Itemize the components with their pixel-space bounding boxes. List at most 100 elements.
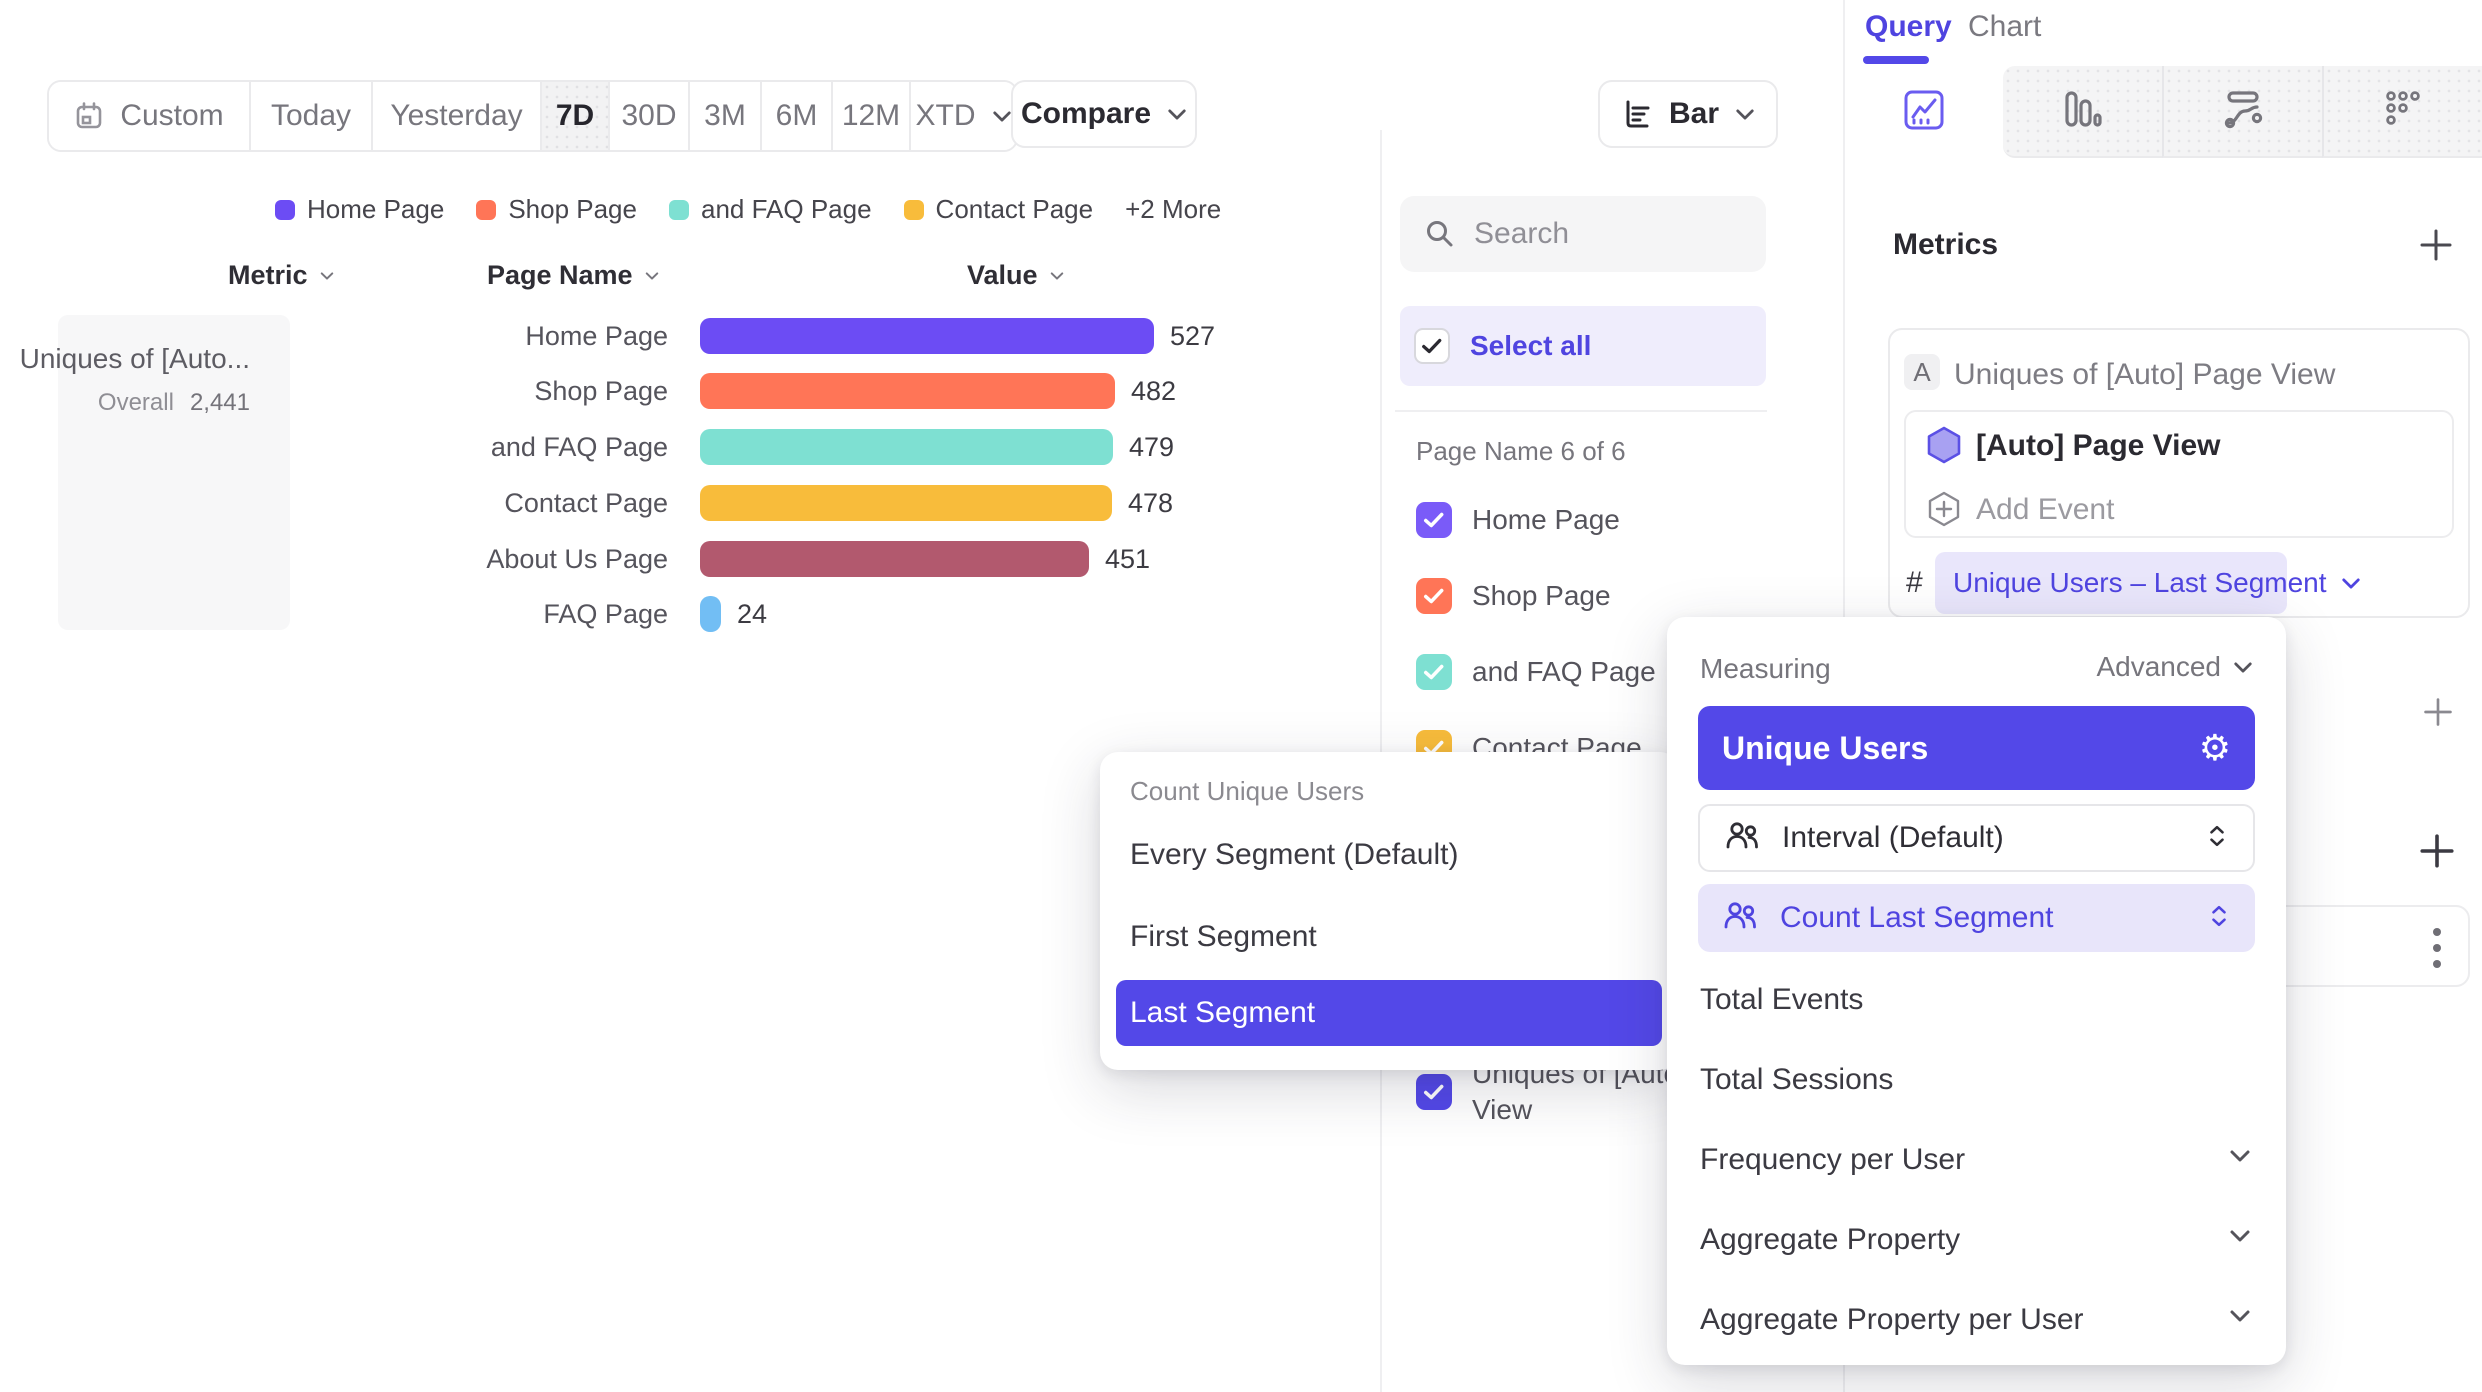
count-unique-users-menu: Count Unique Users Every Segment (Defaul… <box>1100 752 1678 1070</box>
bar-row: Home Page 527 <box>300 318 1380 354</box>
measure-prefix: # <box>1906 566 1923 599</box>
report-type-tabbar <box>1845 66 2482 158</box>
checkbox-checked[interactable] <box>1416 654 1452 690</box>
menu-title: Count Unique Users <box>1130 776 1365 806</box>
metrics-heading: Metrics <box>1893 228 1999 261</box>
date-range-label: Custom <box>120 99 224 132</box>
measure-option-total-sessions[interactable]: Total Sessions <box>1700 1063 1894 1096</box>
legend-item[interactable]: Contact Page <box>903 194 1093 225</box>
legend-swatch <box>275 199 295 220</box>
event-card: [Auto] Page View Add Event <box>1904 410 2454 538</box>
gear-icon[interactable]: ⚙ <box>2198 727 2231 768</box>
legend-swatch <box>476 199 497 220</box>
measure-selector[interactable]: Unique Users – Last Segment <box>1935 552 2360 614</box>
select-all-checkbox[interactable] <box>1414 328 1450 364</box>
date-range-xtd[interactable]: XTD <box>911 82 1016 150</box>
date-range-7d[interactable]: 7D <box>542 82 610 150</box>
menu-option-every-segment[interactable]: Every Segment (Default) <box>1130 838 1459 871</box>
metric-definition-label: Uniques of [Auto] Page View <box>1954 358 2336 391</box>
checkbox-checked[interactable] <box>1416 502 1452 538</box>
measuring-title: Measuring <box>1700 653 1831 684</box>
date-range-30d[interactable]: 30D <box>610 82 690 150</box>
legend-swatch <box>903 199 924 220</box>
measuring-menu: Measuring Advanced Unique Users ⚙ Interv… <box>1667 617 2286 1365</box>
menu-option-first-segment[interactable]: First Segment <box>1130 920 1317 953</box>
select-all-row[interactable]: Select all <box>1400 306 1766 386</box>
bar-faq-page[interactable] <box>700 596 721 632</box>
tab-flows[interactable] <box>2161 66 2322 158</box>
measure-option-aggregate-property-per-user[interactable]: Aggregate Property per User <box>1700 1303 2084 1336</box>
flows-icon <box>2221 87 2265 136</box>
measure-option-total-events[interactable]: Total Events <box>1700 983 1864 1016</box>
search-input[interactable]: Search <box>1400 196 1766 272</box>
column-header-metric[interactable]: Metric <box>228 260 336 291</box>
filter-item-home-page[interactable]: Home Page <box>1416 502 1620 538</box>
add-breakdown-button[interactable] <box>2418 832 2456 875</box>
add-event-button[interactable]: Add Event <box>1976 493 2115 526</box>
date-range-custom[interactable]: Custom <box>49 82 251 150</box>
checkbox-checked[interactable] <box>1416 1074 1452 1110</box>
date-range-6m[interactable]: 6M <box>762 82 833 150</box>
add-filter-button[interactable] <box>2422 696 2454 733</box>
event-hexagon-icon <box>1926 426 1962 469</box>
stepper-icon <box>2207 903 2231 934</box>
legend-item[interactable]: Home Page <box>275 194 444 225</box>
breakdown-row-card[interactable] <box>2260 905 2470 987</box>
interval-default-row[interactable]: Interval (Default) <box>1698 804 2255 872</box>
bar-contact-page[interactable] <box>700 485 1112 521</box>
metric-overall-value: 2,441 <box>189 389 250 416</box>
active-tab-underline <box>1863 56 1929 64</box>
kebab-menu-icon[interactable] <box>2432 925 2442 976</box>
tab-chart[interactable]: Chart <box>1968 10 2042 43</box>
chevron-down-icon <box>2341 577 2361 590</box>
chevron-down-icon <box>1167 108 1187 121</box>
column-header-page-name[interactable]: Page Name <box>487 260 661 291</box>
metric-card[interactable]: Uniques of [Auto... Overall 2,441 <box>20 315 290 630</box>
advanced-toggle[interactable]: Advanced <box>2096 651 2253 683</box>
chevron-down-icon <box>2229 1149 2251 1163</box>
legend-item[interactable]: and FAQ Page <box>668 194 872 225</box>
measure-option-frequency-per-user[interactable]: Frequency per User <box>1700 1143 1966 1176</box>
count-last-segment-row[interactable]: Count Last Segment <box>1698 884 2255 952</box>
date-range-3m[interactable]: 3M <box>690 82 762 150</box>
chevron-down-icon <box>2233 661 2253 674</box>
bar-and-faq-page[interactable] <box>700 429 1113 465</box>
checkbox-checked[interactable] <box>1416 578 1452 614</box>
bar-row: FAQ Page 24 <box>300 596 1380 632</box>
measure-option-aggregate-property[interactable]: Aggregate Property <box>1700 1223 1961 1256</box>
column-header-value[interactable]: Value <box>967 260 1066 291</box>
chart-legend: Home Page Shop Page and FAQ Page Contact… <box>275 194 1221 225</box>
bar-home-page[interactable] <box>700 318 1154 354</box>
date-range-yesterday[interactable]: Yesterday <box>373 82 542 150</box>
metric-definition-card[interactable]: A Uniques of [Auto] Page View [Auto] Pag… <box>1888 328 2470 618</box>
event-name[interactable]: [Auto] Page View <box>1976 429 2221 462</box>
bar-row: Contact Page 478 <box>300 485 1380 521</box>
filter-item-shop-page[interactable]: Shop Page <box>1416 578 1611 614</box>
bar-about-us-page[interactable] <box>700 541 1089 577</box>
bar-shop-page[interactable] <box>700 373 1115 409</box>
stepper-icon <box>2205 823 2229 854</box>
tab-query[interactable]: Query <box>1865 10 1952 43</box>
insights-chart-icon <box>1901 87 1947 138</box>
search-icon <box>1424 218 1456 250</box>
compare-button[interactable]: Compare <box>1011 80 1197 148</box>
date-range-today[interactable]: Today <box>251 82 373 150</box>
calendar-icon <box>74 101 104 131</box>
tab-insights[interactable] <box>1845 66 2003 158</box>
date-range-12m[interactable]: 12M <box>833 82 911 150</box>
legend-item[interactable]: Shop Page <box>476 194 637 225</box>
legend-more-link[interactable]: +2 More <box>1125 194 1222 224</box>
tab-retention[interactable] <box>2321 66 2482 158</box>
chart-type-button[interactable]: Bar <box>1598 80 1778 148</box>
add-event-hexagon-icon <box>1926 490 1962 533</box>
chevron-down-icon <box>992 110 1012 123</box>
date-range-control: Custom Today Yesterday 7D 30D 3M 6M 12M … <box>47 80 1018 152</box>
horizontal-bar-chart-icon <box>1621 98 1653 130</box>
funnel-bars-icon <box>2060 87 2104 136</box>
add-metric-button[interactable] <box>2418 227 2454 268</box>
menu-option-last-segment-selected[interactable]: Last Segment <box>1116 980 1662 1046</box>
metric-overall: Overall 2,441 <box>97 389 250 416</box>
tab-funnels[interactable] <box>2003 66 2162 158</box>
filter-item-and-faq-page[interactable]: and FAQ Page <box>1416 654 1656 690</box>
measure-unique-users-selected[interactable]: Unique Users ⚙ <box>1698 706 2255 790</box>
